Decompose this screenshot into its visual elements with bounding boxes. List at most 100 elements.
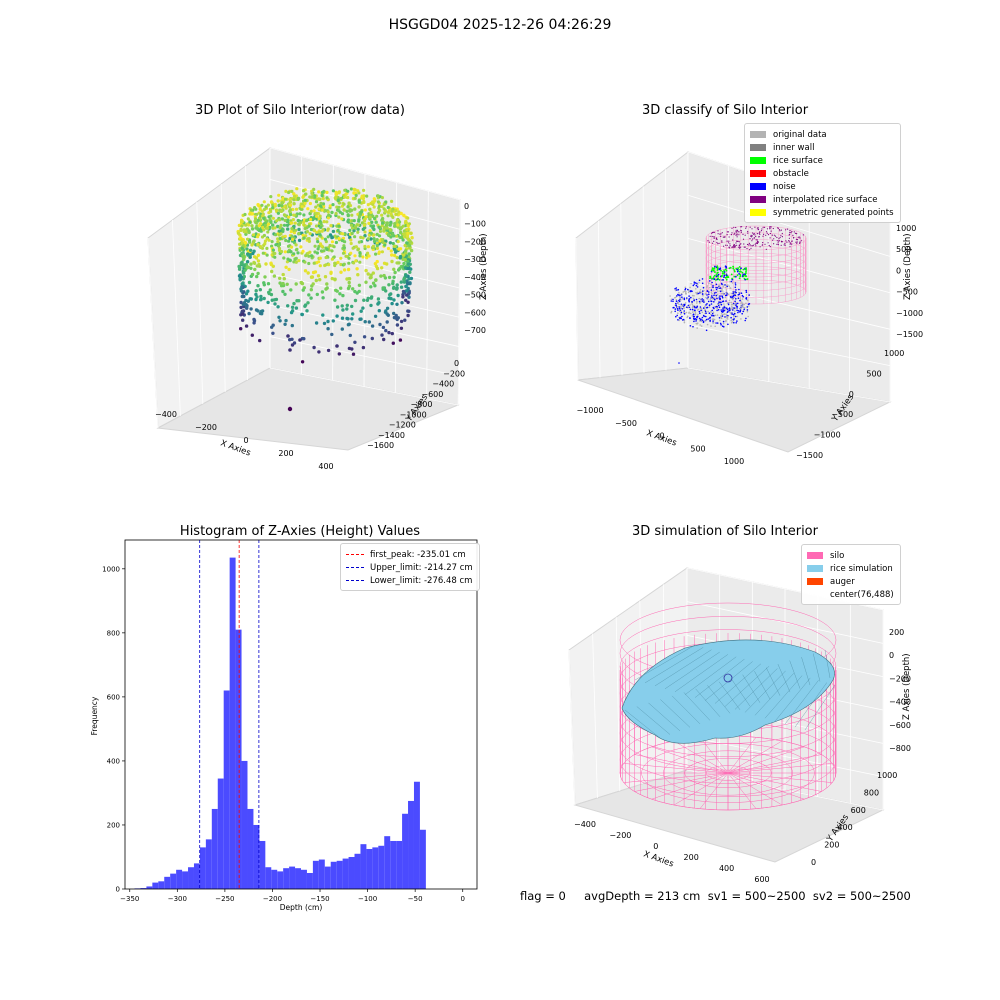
raw-point — [328, 204, 332, 208]
raw-point — [303, 260, 307, 264]
noise-point — [706, 285, 708, 287]
raw-point — [303, 303, 308, 307]
raw-point — [274, 233, 278, 237]
interp-point — [733, 226, 735, 228]
raw-point — [298, 338, 302, 342]
raw-point — [362, 223, 366, 227]
rice-point — [710, 269, 713, 272]
rice-point — [725, 266, 728, 269]
classify-z-tick-label: 500 — [896, 245, 911, 254]
interp-point — [746, 243, 749, 246]
noise-point — [719, 301, 721, 304]
raw-y-tick-label: −600 — [421, 390, 443, 399]
raw-point — [276, 244, 281, 248]
raw-point — [382, 337, 386, 342]
noise-point — [718, 306, 721, 309]
raw-point — [357, 219, 361, 223]
raw-point — [256, 235, 260, 239]
noise-point — [708, 304, 711, 306]
noise-point — [719, 303, 721, 306]
interp-point — [753, 237, 755, 239]
noise-point — [740, 301, 743, 303]
silo-floor-spoke — [727, 772, 833, 783]
raw-point — [392, 311, 396, 316]
raw-point — [308, 232, 312, 236]
raw-point — [354, 193, 358, 197]
raw-point — [362, 298, 366, 302]
raw-point — [248, 255, 252, 259]
legend-swatch — [807, 591, 823, 598]
rice-point — [719, 268, 721, 271]
raw-point — [290, 189, 294, 193]
silo-ring — [705, 232, 807, 258]
raw-point — [372, 205, 376, 209]
sim-z-tick-label: 200 — [889, 628, 904, 637]
raw-point — [359, 235, 363, 239]
legend-entry: Lower_limit: -276.48 cm — [346, 574, 473, 587]
noise-point — [700, 325, 703, 327]
histogram-bar — [378, 845, 385, 889]
noise-point — [699, 290, 701, 293]
noise-point — [675, 287, 678, 289]
noise-point — [705, 312, 707, 314]
raw-point — [385, 223, 389, 227]
interp-point — [751, 228, 753, 230]
noise-point — [688, 305, 690, 308]
noise-point — [721, 295, 723, 297]
raw-point — [369, 210, 373, 214]
raw-point — [262, 281, 266, 285]
noise-point — [676, 314, 678, 317]
noise-point — [696, 283, 699, 286]
raw-point — [403, 243, 407, 248]
raw-point — [315, 251, 319, 255]
raw-point — [247, 229, 251, 233]
interp-point — [733, 244, 735, 246]
raw-point — [406, 237, 411, 241]
grid-line — [426, 191, 429, 399]
noise-point — [695, 298, 698, 301]
rice-point — [717, 277, 719, 280]
raw-point — [389, 220, 393, 224]
raw-point — [261, 214, 265, 218]
noise-point — [683, 307, 685, 310]
noise-point — [697, 308, 700, 311]
grid-line — [269, 147, 461, 201]
rice-point — [740, 267, 742, 270]
sim-z-tick-label: −600 — [889, 721, 911, 730]
noise-point — [718, 286, 720, 289]
raw-point — [252, 317, 256, 322]
grid-line — [332, 165, 334, 381]
noise-point — [718, 297, 720, 299]
noise-point — [686, 306, 688, 308]
noise-point — [684, 303, 686, 306]
noise-point — [713, 296, 715, 299]
noise-point — [688, 298, 690, 301]
interp-point — [726, 234, 728, 236]
interp-point — [785, 240, 787, 242]
noise-point — [686, 297, 688, 299]
noise-point — [692, 284, 695, 287]
raw-point — [278, 218, 282, 222]
interp-point — [716, 241, 718, 244]
raw-point — [310, 191, 314, 195]
noise-point — [694, 311, 697, 313]
grid-line — [147, 237, 159, 429]
silo-floor-spoke — [651, 746, 729, 774]
legend-swatch — [750, 183, 766, 190]
raw-x-tick-label: 200 — [278, 449, 293, 458]
raw-point — [363, 320, 367, 324]
noise-point — [687, 288, 689, 291]
interp-point — [791, 240, 793, 243]
interp-point — [736, 229, 739, 231]
raw-point — [300, 207, 304, 211]
noise-point — [701, 300, 704, 302]
rice-mesh-line — [654, 649, 712, 687]
noise-point — [718, 284, 721, 287]
noise-point — [678, 310, 681, 313]
raw-z-tick-label: −500 — [464, 291, 486, 300]
raw-point — [383, 209, 388, 214]
interp-point — [781, 236, 783, 238]
raw-point — [265, 253, 269, 257]
noise-point — [691, 303, 694, 306]
noise-point — [696, 300, 698, 303]
